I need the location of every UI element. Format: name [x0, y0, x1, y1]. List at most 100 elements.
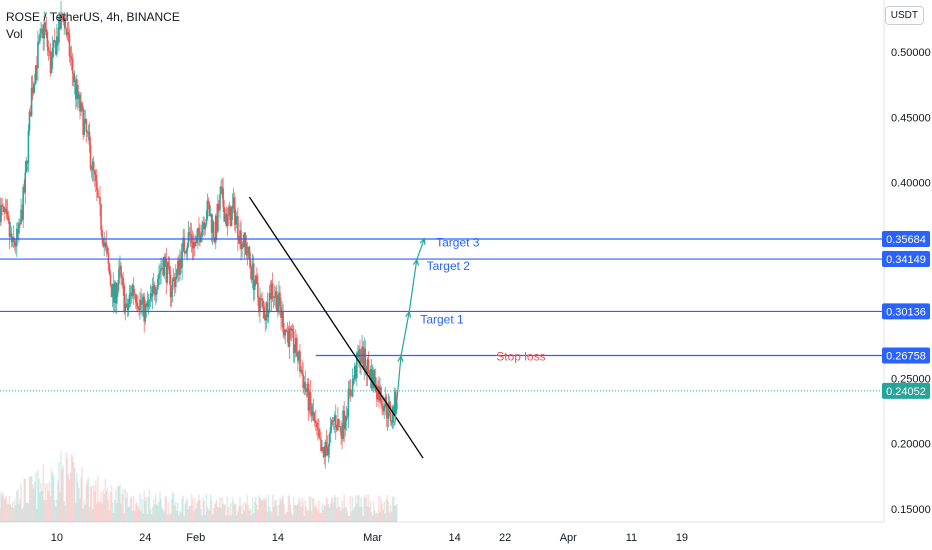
- volume-bar: [142, 513, 144, 522]
- volume-bar: [312, 497, 315, 522]
- candle-body: [196, 236, 198, 243]
- projection-segment[interactable]: [416, 238, 425, 260]
- volume-bar: [368, 507, 371, 522]
- candle-body: [61, 13, 63, 18]
- volume-bar: [28, 477, 31, 522]
- volume-bar: [71, 456, 74, 522]
- volume-bar: [193, 498, 196, 522]
- volume-bar: [358, 495, 360, 522]
- volume-bar: [90, 485, 93, 522]
- volume-bar: [105, 491, 108, 522]
- candle-body: [219, 194, 221, 210]
- volume-bar: [241, 513, 243, 522]
- candle-body: [320, 439, 322, 452]
- volume-bar: [52, 475, 55, 522]
- candle-body: [317, 427, 319, 430]
- volume-bar: [66, 457, 69, 522]
- candle-body: [113, 282, 116, 303]
- candle-body: [354, 366, 357, 379]
- candle-body: [150, 293, 153, 297]
- candle-body: [106, 247, 109, 254]
- volume-bar: [120, 503, 122, 522]
- volume-bar: [80, 477, 82, 522]
- projection-segment[interactable]: [394, 356, 402, 426]
- volume-bar: [387, 501, 390, 522]
- volume-bar: [114, 489, 117, 522]
- volume-bar: [292, 496, 295, 522]
- candle-body: [307, 383, 310, 411]
- volume-bar: [54, 506, 57, 522]
- volume-bar: [130, 496, 133, 522]
- trend-line[interactable]: [248, 196, 424, 459]
- volume-bar: [149, 509, 152, 522]
- volume-bar: [183, 515, 186, 522]
- candle-body: [258, 297, 260, 312]
- volume-bar: [274, 499, 277, 522]
- volume-bar: [234, 504, 237, 522]
- volume-bar: [388, 512, 391, 522]
- candle-body: [226, 214, 229, 226]
- projection-segment[interactable]: [408, 259, 418, 312]
- volume-bar: [371, 515, 374, 522]
- candle-body: [362, 346, 364, 370]
- candle-body: [229, 206, 232, 227]
- candle-body: [116, 293, 118, 304]
- volume-bar: [19, 498, 21, 522]
- candle-body: [222, 188, 224, 208]
- volume-bar: [391, 496, 394, 522]
- volume-bar: [182, 495, 184, 522]
- volume-bar: [92, 484, 95, 522]
- candle-body: [201, 225, 203, 237]
- volume-bar: [270, 512, 273, 522]
- candle-body: [268, 293, 271, 313]
- candle-body: [350, 395, 353, 397]
- volume-bar: [221, 497, 223, 522]
- volume-bar: [222, 503, 224, 522]
- volume-bar: [8, 495, 11, 522]
- candle-body: [39, 33, 41, 41]
- volume-bar: [85, 484, 88, 522]
- volume-bar: [225, 515, 228, 522]
- volume-bar: [166, 514, 169, 522]
- horizontal-levels: [0, 238, 884, 392]
- candle-body: [345, 416, 348, 422]
- candle-body: [356, 352, 358, 379]
- volume-bar: [258, 495, 260, 522]
- volume-bar: [178, 515, 180, 522]
- volume-bar: [291, 515, 294, 522]
- candle-body: [232, 197, 235, 206]
- volume-bar: [60, 450, 62, 522]
- volume-bar: [46, 483, 49, 522]
- volume-bar: [333, 494, 336, 522]
- volume-bar: [10, 507, 13, 522]
- candle-body: [108, 263, 111, 275]
- candle-body: [152, 284, 155, 287]
- volume-bar: [313, 506, 316, 522]
- currency-badge[interactable]: USDT: [884, 6, 924, 25]
- volume-bar: [88, 506, 91, 522]
- candle-body: [198, 227, 200, 234]
- price-badge-label: 0.30136: [886, 306, 926, 318]
- candle-body: [121, 275, 123, 278]
- volume-bar: [26, 503, 29, 522]
- candle-body: [31, 87, 34, 93]
- volume-bar: [238, 505, 240, 522]
- candle-body: [183, 237, 186, 252]
- volume-bar: [131, 510, 134, 522]
- volume-bar: [249, 508, 252, 522]
- candle-body: [376, 391, 378, 400]
- volume-bar: [360, 497, 362, 522]
- projection-segment[interactable]: [400, 311, 410, 357]
- time-tick-label: 22: [499, 532, 511, 544]
- candle-body: [0, 204, 2, 222]
- candle-body: [289, 328, 292, 331]
- candle-body: [293, 351, 296, 353]
- candle-body: [151, 286, 154, 297]
- candle-body: [251, 263, 254, 280]
- volume-bar: [281, 496, 283, 522]
- volume-bar: [62, 465, 64, 522]
- candle-body: [385, 396, 388, 416]
- candle-body: [71, 59, 74, 74]
- candle-body: [220, 186, 222, 195]
